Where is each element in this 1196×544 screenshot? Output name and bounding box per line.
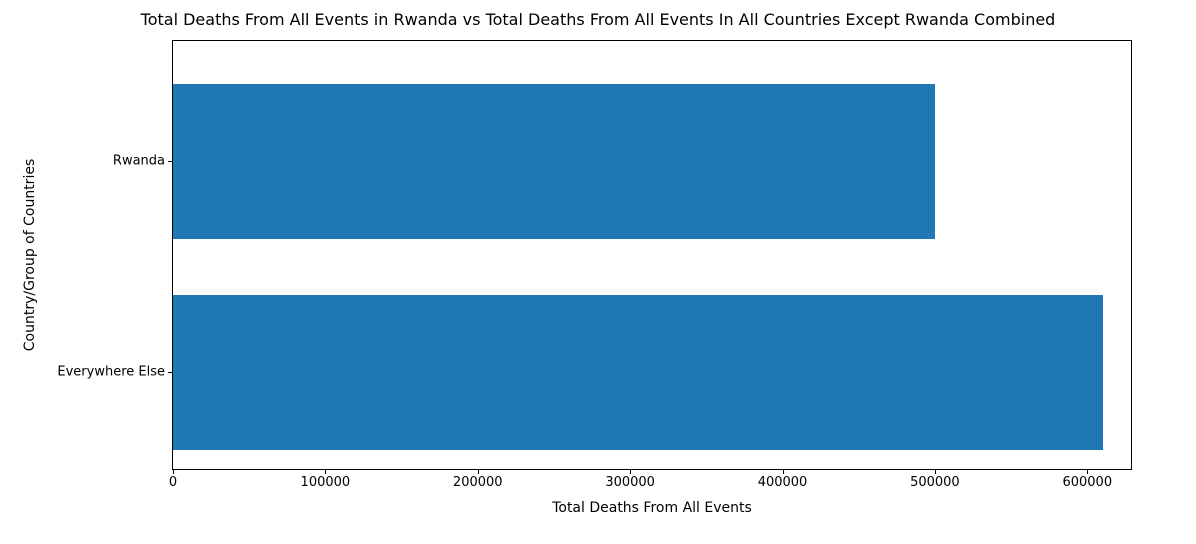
x-tick-label: 100000 bbox=[301, 475, 351, 490]
x-tick-label: 600000 bbox=[1062, 475, 1112, 490]
y-axis-label: Country/Group of Countries bbox=[22, 159, 38, 351]
plot-area: RwandaEverywhere Else0100000200000300000… bbox=[172, 40, 1132, 470]
y-tick bbox=[168, 161, 173, 162]
y-tick-label: Everywhere Else bbox=[57, 365, 165, 380]
x-tick bbox=[478, 469, 479, 474]
x-tick-label: 200000 bbox=[453, 475, 503, 490]
x-tick bbox=[935, 469, 936, 474]
y-tick-label: Rwanda bbox=[113, 154, 165, 169]
figure: Total Deaths From All Events in Rwanda v… bbox=[0, 0, 1196, 544]
x-axis-label: Total Deaths From All Events bbox=[172, 500, 1132, 516]
y-tick bbox=[168, 372, 173, 373]
x-tick-label: 0 bbox=[169, 475, 177, 490]
x-tick bbox=[173, 469, 174, 474]
y-axis-label-container: Country/Group of Countries bbox=[20, 40, 40, 470]
x-tick-label: 500000 bbox=[910, 475, 960, 490]
x-tick-label: 400000 bbox=[758, 475, 808, 490]
bar bbox=[173, 295, 1103, 450]
x-tick-label: 300000 bbox=[605, 475, 655, 490]
x-tick bbox=[630, 469, 631, 474]
chart-title: Total Deaths From All Events in Rwanda v… bbox=[0, 10, 1196, 29]
x-tick bbox=[325, 469, 326, 474]
bar bbox=[173, 84, 935, 239]
x-tick bbox=[783, 469, 784, 474]
x-tick bbox=[1087, 469, 1088, 474]
